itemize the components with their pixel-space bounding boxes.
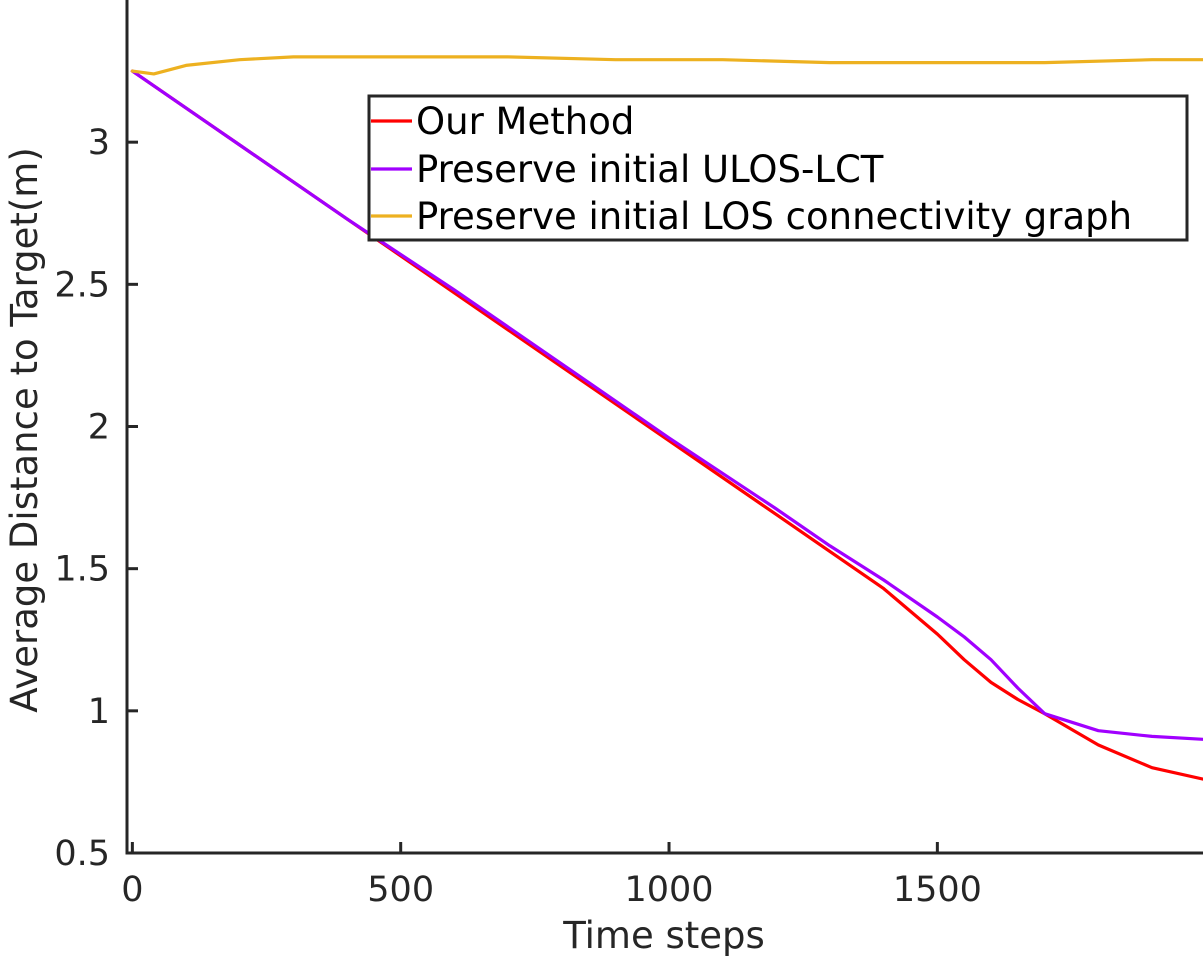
- y-axis-label: Average Distance to Target(m): [3, 147, 46, 713]
- y-tick-label: 1: [88, 692, 110, 732]
- y-tick-label: 2.5: [54, 265, 110, 305]
- y-tick-label: 0.5: [54, 834, 110, 874]
- series-line-preserve-initial-ulos-lct: [130, 69, 1203, 741]
- legend-label-preserve-initial-los-connectivity-graph: Preserve initial LOS connectivity graph: [416, 195, 1132, 238]
- x-tick-label: 1500: [893, 870, 982, 910]
- y-tick-label: 3: [88, 123, 110, 163]
- x-axis-label: Time steps: [562, 914, 765, 957]
- legend: Our Method Preserve initial ULOS-LCTPrese…: [367, 94, 1189, 242]
- series-line-preserve-initial-los-connectivity-graph: [130, 55, 1203, 76]
- legend-box: [367, 94, 1189, 242]
- x-tick-label: 0: [121, 870, 143, 910]
- ticks: 0 500 1000 1500 0.5 1 1.5 2 2.5 3: [54, 123, 982, 910]
- y-tick-label: 1.5: [54, 550, 110, 590]
- y-tick-label: 2: [88, 408, 110, 448]
- series-line-our-method: [130, 69, 1203, 781]
- series-layer: [130, 55, 1203, 781]
- legend-items: Our Method Preserve initial ULOS-LCTPrese…: [371, 100, 1132, 238]
- x-tick-label: 500: [367, 870, 434, 910]
- x-tick-label: 1000: [624, 870, 713, 910]
- legend-label-preserve-initial-ulos-lct: Preserve initial ULOS-LCT: [416, 148, 884, 191]
- legend-label-our-method: Our Method: [416, 100, 634, 143]
